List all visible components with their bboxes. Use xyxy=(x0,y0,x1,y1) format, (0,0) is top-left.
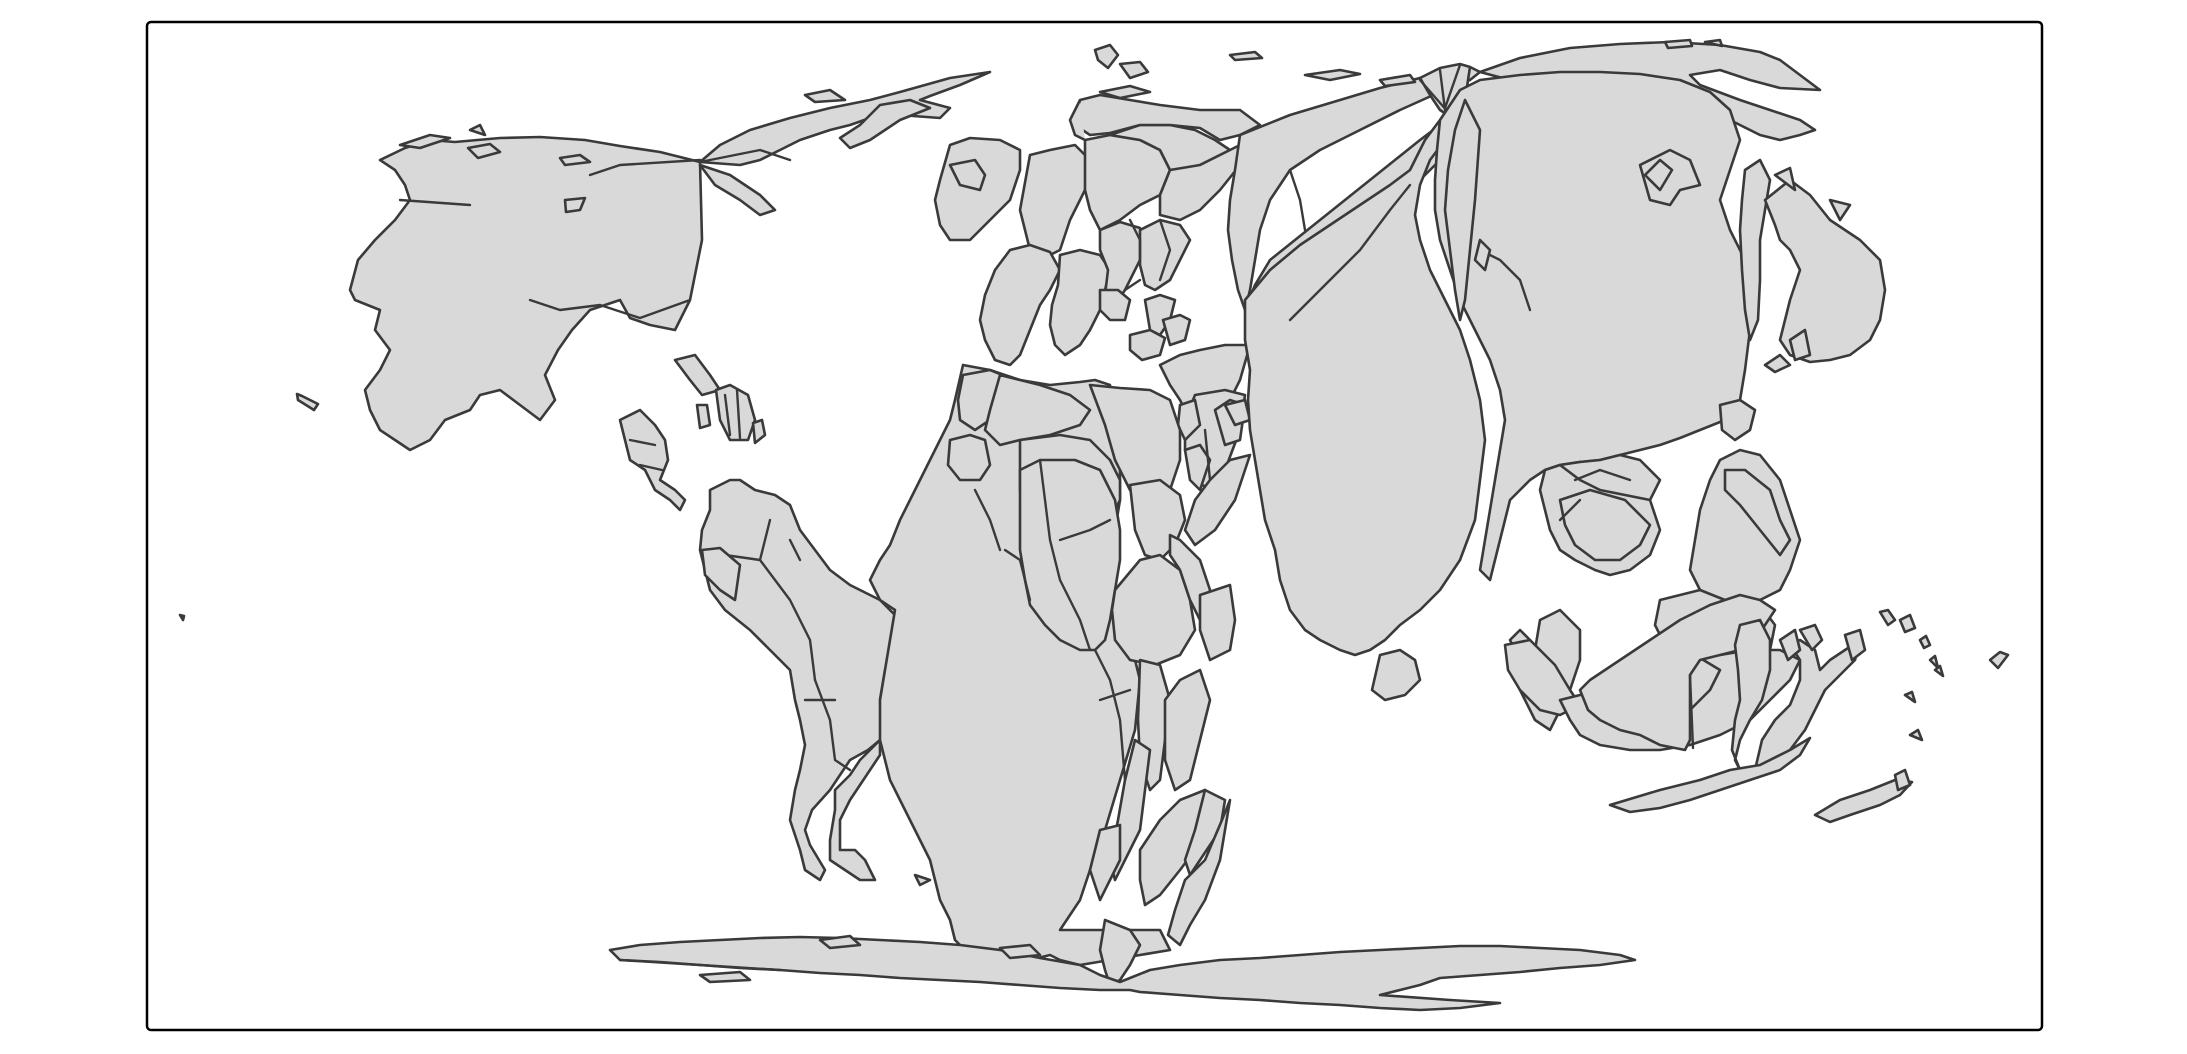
pacific-islands xyxy=(1878,608,2010,742)
china xyxy=(1433,70,1752,582)
europe xyxy=(933,43,1262,367)
japan-korea xyxy=(1738,158,1887,374)
middle-east xyxy=(1158,343,1252,547)
north-america xyxy=(178,133,704,622)
antarctica xyxy=(608,934,1637,1012)
greenland xyxy=(698,70,992,217)
central-america xyxy=(618,408,687,512)
australia xyxy=(1578,593,1777,752)
arctic-islands xyxy=(468,38,1724,167)
caribbean xyxy=(673,353,767,445)
southeast-asia xyxy=(1508,398,1802,732)
new-zealand xyxy=(1608,736,1914,824)
india xyxy=(1243,118,1487,702)
